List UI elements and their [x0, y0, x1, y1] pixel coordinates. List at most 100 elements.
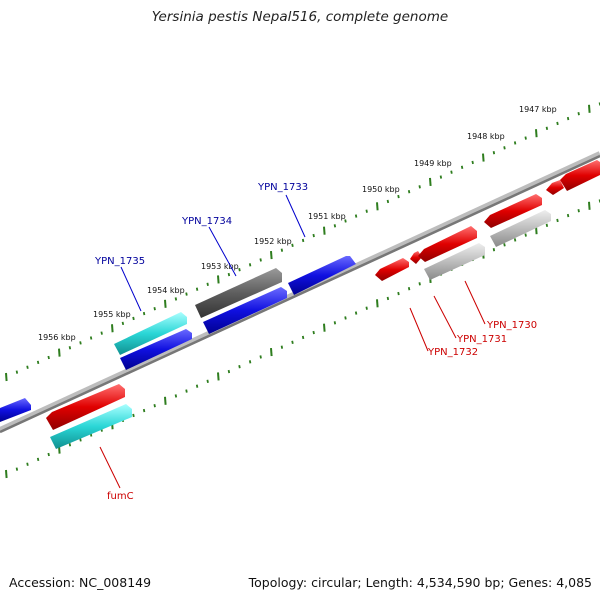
minor-tick [566, 116, 570, 121]
minor-tick [301, 335, 305, 340]
minor-tick [132, 316, 135, 321]
major-tick [5, 469, 8, 479]
minor-tick [344, 219, 347, 223]
scale-label: 1952 kbp [254, 237, 292, 246]
forward-strand-genes [0, 256, 356, 422]
minor-tick [492, 248, 496, 252]
gene-ypn-1730-gray [490, 210, 551, 247]
scale-label: 1955 kbp [93, 310, 131, 319]
minor-tick [280, 248, 284, 252]
minor-tick [503, 146, 506, 150]
minor-tick [492, 151, 496, 155]
major-tick [323, 226, 326, 235]
minor-tick [397, 291, 400, 296]
minor-tick [248, 263, 252, 267]
minor-tick [227, 369, 231, 374]
minor-tick [132, 413, 135, 418]
minor-tick [100, 331, 103, 335]
major-tick [164, 396, 167, 405]
minor-tick [248, 360, 252, 364]
scale-label: 1950 kbp [362, 185, 400, 194]
major-tick [164, 299, 167, 308]
minor-tick [503, 243, 506, 247]
gene-labels: YPN_1733 YPN_1734 YPN_1735 YPN_1730 YPN_… [94, 182, 537, 502]
major-tick [217, 372, 220, 381]
major-tick [429, 177, 432, 187]
major-tick [323, 323, 326, 332]
minor-tick [386, 199, 390, 204]
minor-tick [15, 467, 19, 471]
accession-label: Accession: NC_008149 [9, 575, 152, 590]
minor-tick [185, 292, 188, 296]
minor-tick [26, 462, 29, 466]
minor-tick [47, 355, 50, 360]
gene-label-ypn-1732: YPN_1732 [427, 347, 478, 358]
minor-tick [566, 213, 570, 218]
minor-tick [407, 287, 411, 291]
minor-tick [36, 360, 40, 365]
major-tick [535, 129, 538, 138]
scale-label: 1947 kbp [519, 105, 557, 114]
scale-label: 1948 kbp [467, 132, 505, 141]
gene-ypn-1735-cyan [114, 312, 187, 355]
minor-tick [397, 194, 400, 199]
major-tick [588, 201, 591, 210]
gene-left-edge [0, 398, 31, 422]
minor-tick [418, 185, 421, 189]
gene-label-ypn-1735: YPN_1735 [94, 256, 145, 267]
minor-tick [513, 238, 517, 242]
gene-ypn-1735-blue [120, 329, 192, 370]
gene-ypn-1731-small [410, 251, 422, 264]
minor-tick [142, 408, 146, 413]
minor-tick [460, 165, 464, 170]
gene-fumc-cyan [50, 404, 132, 449]
gene-ypn-1732 [375, 258, 409, 281]
minor-tick [556, 121, 559, 126]
minor-tick [259, 258, 262, 262]
minor-tick [153, 404, 156, 408]
minor-tick [26, 365, 29, 369]
major-tick [217, 275, 220, 284]
scale-label: 1956 kbp [38, 333, 76, 342]
minor-tick [47, 452, 50, 457]
minor-tick [344, 316, 347, 320]
scale-label: 1954 kbp [147, 286, 185, 295]
major-tick [376, 202, 379, 211]
gene-ypn-1731 [418, 226, 477, 262]
major-tick [376, 299, 379, 308]
minor-tick [89, 336, 93, 340]
minor-tick [195, 384, 199, 388]
minor-tick [238, 268, 241, 272]
minor-tick [545, 126, 549, 131]
minor-tick [577, 209, 580, 213]
minor-tick [524, 136, 527, 140]
minor-tick [333, 321, 337, 325]
minor-tick [312, 330, 315, 335]
gene-ypn-1734-dark [195, 268, 282, 318]
scale-labels: 1947 kbp 1948 kbp 1949 kbp 1950 kbp 1951… [38, 105, 557, 342]
minor-tick [365, 306, 368, 310]
reverse-strand-genes [46, 160, 600, 449]
gene-ypn-1733 [288, 256, 356, 295]
gene-ypn-1734-blue [203, 287, 287, 334]
minor-tick [121, 321, 125, 326]
minor-tick [291, 340, 294, 345]
gene-label-ypn-1734: YPN_1734 [181, 216, 232, 227]
major-tick [5, 372, 8, 382]
scale-label: 1949 kbp [414, 159, 452, 168]
minor-tick [386, 296, 390, 301]
minor-tick [513, 141, 517, 145]
minor-tick [365, 209, 368, 213]
minor-tick [195, 287, 199, 291]
minor-tick [354, 311, 358, 315]
minor-tick [79, 438, 82, 442]
scale-label: 1953 kbp [201, 262, 239, 271]
minor-tick [301, 238, 305, 243]
gene-ypn-1730 [484, 194, 542, 228]
gene-label-ypn-1733: YPN_1733 [257, 182, 308, 193]
minor-tick [174, 394, 178, 398]
minor-tick [450, 170, 453, 174]
minor-tick [291, 243, 294, 248]
minor-tick [407, 190, 411, 194]
